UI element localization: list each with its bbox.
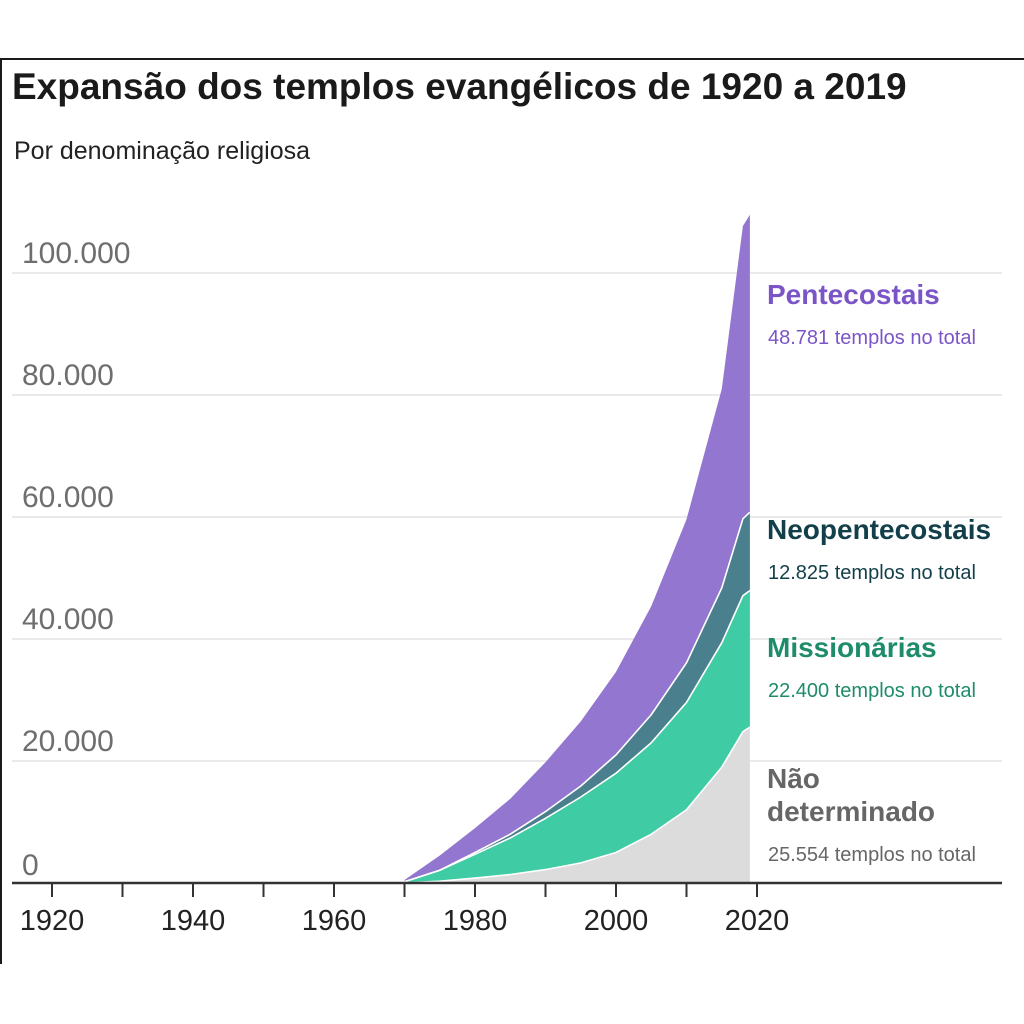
area-missionarias <box>404 590 750 883</box>
label-total-pentecostais: 48.781 templos no total <box>768 327 976 349</box>
label-total-missionarias: 22.400 templos no total <box>768 680 976 702</box>
chart-subtitle: Por denominação religiosa <box>14 137 311 165</box>
area-series <box>404 214 751 884</box>
y-tick-label: 80.000 <box>22 359 114 392</box>
area-neopentecostais <box>404 512 750 882</box>
area-boundary-line <box>404 511 751 883</box>
area-pentecostais <box>404 214 750 882</box>
label-pentecostais: Pentecostais <box>767 279 940 310</box>
x-tick-label: 1940 <box>161 905 226 937</box>
area-boundary-line <box>404 589 751 883</box>
left-rule <box>0 58 2 964</box>
series-labels: Pentecostais 48.781 templos no total Neope… <box>767 279 991 866</box>
x-tick-label: 1980 <box>443 905 508 937</box>
label-nao-determinado: Não <box>767 763 820 794</box>
area-nao-determinado <box>404 727 750 883</box>
y-tick-label: 20.000 <box>22 725 114 758</box>
label-neopentecostais: Neopentecostais <box>767 514 991 545</box>
x-tick-label: 1960 <box>302 905 367 937</box>
area-boundary-line <box>404 726 751 884</box>
y-tick-label: 60.000 <box>22 481 114 514</box>
top-rule <box>0 58 1024 60</box>
x-axis: 1920 1940 1960 1980 2000 2020 <box>12 881 1002 937</box>
label-missionarias: Missionárias <box>767 632 937 663</box>
label-total-nao-determinado: 25.554 templos no total <box>768 844 976 866</box>
label-nao-determinado: determinado <box>767 796 935 827</box>
x-tick-label: 1920 <box>20 905 85 937</box>
y-tick-label: 40.000 <box>22 603 114 636</box>
y-tick-label: 0 <box>22 849 39 882</box>
x-tick-label: 2020 <box>725 905 790 937</box>
y-tick-label: 100.000 <box>22 237 130 270</box>
label-total-neopentecostais: 12.825 templos no total <box>768 562 976 584</box>
chart-title: Expansão dos templos evangélicos de 1920… <box>12 66 907 107</box>
x-tick-label: 2000 <box>584 905 649 937</box>
y-axis-ticks: 0 20.000 40.000 60.000 80.000 100.000 <box>22 237 130 882</box>
grid-lines <box>12 272 1002 762</box>
